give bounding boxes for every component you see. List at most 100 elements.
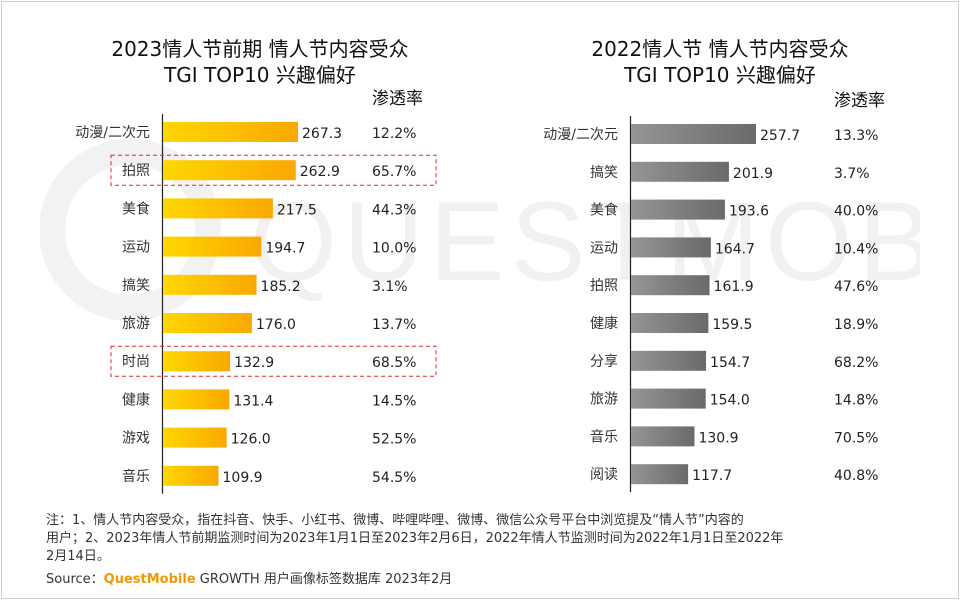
right-value-label: 130.9 [698, 430, 738, 446]
left-penetration-label: 13.7% [372, 317, 416, 333]
left-chart-title: 2023情人节前期 情人节内容受众 TGI TOP10 兴趣偏好 [60, 36, 460, 88]
right-bar [631, 161, 729, 182]
left-penetration-label: 12.2% [372, 126, 416, 142]
left-category-label: 运动 [122, 240, 150, 256]
source-suffix: GROWTH 用户画像标签数据库 2023年2月 [195, 572, 453, 587]
left-bar [163, 427, 227, 448]
left-value-label: 131.4 [233, 393, 273, 409]
right-penetration-label: 47.6% [834, 279, 878, 295]
right-chart-title-line2: TGI TOP10 兴趣偏好 [624, 63, 816, 87]
left-penetration-label: 52.5% [372, 432, 416, 448]
right-value-label: 161.9 [714, 279, 754, 295]
right-value-label: 117.7 [692, 468, 732, 484]
right-category-label: 音乐 [590, 428, 618, 445]
left-bar [163, 465, 219, 486]
left-category-label: 搞笑 [122, 278, 150, 294]
left-value-label: 262.9 [300, 164, 340, 180]
left-category-label: 健康 [122, 391, 150, 408]
source-brand: QuestMobile [103, 572, 196, 587]
footnote-line-2: 用户；2、2023年情人节前期监测时间为2023年1月1日至2023年2月6日，… [46, 531, 784, 546]
left-chart-title-line1: 2023情人节前期 情人节内容受众 [111, 37, 409, 61]
right-value-label: 159.5 [712, 317, 752, 333]
right-penetration-label: 14.8% [834, 393, 878, 409]
left-category-label: 旅游 [122, 316, 150, 332]
right-bar [631, 313, 709, 333]
right-category-label: 拍照 [590, 278, 618, 294]
left-penetration-label: 3.1% [372, 279, 408, 295]
right-category-label: 运动 [590, 240, 618, 256]
right-category-label: 健康 [590, 315, 618, 332]
right-penetration-label: 13.3% [834, 128, 878, 144]
left-bar [163, 198, 273, 219]
right-bar [631, 388, 706, 409]
right-bar [631, 350, 707, 371]
left-penetration-label: 54.5% [372, 470, 416, 486]
left-value-label: 176.0 [256, 317, 296, 333]
left-bar [163, 160, 296, 181]
right-penetration-label: 3.7% [834, 166, 870, 182]
right-penetration-label: 18.9% [834, 317, 878, 333]
source-line: Source：QuestMobile GROWTH 用户画像标签数据库 2023… [46, 568, 452, 587]
left-value-label: 126.0 [231, 432, 271, 448]
right-value-label: 154.0 [710, 393, 750, 409]
right-chart-title: 2022情人节 情人节内容受众 TGI TOP10 兴趣偏好 [520, 36, 920, 88]
right-value-label: 154.7 [710, 355, 750, 371]
left-value-label: 267.3 [302, 126, 342, 142]
right-category-label: 动漫/二次元 [543, 127, 618, 143]
right-category-label: 阅读 [590, 466, 618, 483]
left-category-label: 音乐 [122, 468, 150, 485]
right-penetration-label: 40.8% [834, 468, 878, 484]
left-penetration-label: 44.3% [372, 202, 416, 218]
left-bar [163, 351, 231, 372]
right-penetration-label: 68.2% [834, 355, 878, 371]
right-category-label: 美食 [590, 202, 618, 219]
left-category-label: 拍照 [122, 163, 150, 179]
left-bar [163, 274, 257, 295]
right-penetration-label: 10.4% [834, 241, 878, 257]
right-bar [631, 426, 695, 447]
left-category-label: 动漫/二次元 [75, 125, 150, 141]
right-bar [631, 124, 756, 144]
left-value-label: 185.2 [261, 279, 301, 295]
left-highlight-box [110, 345, 437, 377]
right-chart-title-line1: 2022情人节 情人节内容受众 [591, 37, 849, 61]
left-bar [163, 236, 262, 257]
right-category-label: 旅游 [590, 392, 618, 408]
source-prefix: Source： [46, 572, 104, 587]
left-bar [163, 313, 252, 333]
right-category-label: 搞笑 [590, 165, 618, 181]
right-bar [631, 199, 725, 220]
left-value-label: 132.9 [234, 355, 274, 371]
left-penetration-label: 10.0% [372, 241, 416, 257]
right-penetration-label: 70.5% [834, 430, 878, 446]
left-value-label: 194.7 [265, 241, 305, 257]
footnote-line-3: 2月14日。 [46, 549, 110, 564]
left-category-label: 时尚 [122, 354, 150, 370]
footnotes: 注：1、情人节内容受众，指在抖音、快手、小红书、微博、哔哩哔哩、微博、微信公众号… [46, 512, 936, 566]
right-value-label: 257.7 [760, 128, 800, 144]
footnote-line-1: 注：1、情人节内容受众，指在抖音、快手、小红书、微博、哔哩哔哩、微博、微信公众号… [46, 513, 744, 528]
left-value-label: 217.5 [277, 202, 317, 218]
right-value-label: 201.9 [733, 166, 773, 182]
right-bar [631, 275, 710, 296]
left-chart-title-line2: TGI TOP10 兴趣偏好 [164, 63, 356, 87]
left-penetration-header: 渗透率 [372, 89, 423, 109]
left-bar [163, 122, 298, 142]
left-category-label: 游戏 [122, 431, 150, 447]
right-value-label: 193.6 [729, 204, 769, 220]
left-penetration-label: 14.5% [372, 393, 416, 409]
left-value-label: 109.9 [223, 470, 263, 486]
right-bar [631, 237, 711, 258]
right-bar [631, 464, 689, 485]
left-penetration-label: 65.7% [372, 164, 416, 180]
right-value-label: 164.7 [715, 241, 755, 257]
right-penetration-header: 渗透率 [834, 91, 885, 111]
left-highlight-box [110, 154, 437, 186]
right-penetration-label: 40.0% [834, 204, 878, 220]
left-bar [163, 389, 230, 410]
left-penetration-label: 68.5% [372, 355, 416, 371]
